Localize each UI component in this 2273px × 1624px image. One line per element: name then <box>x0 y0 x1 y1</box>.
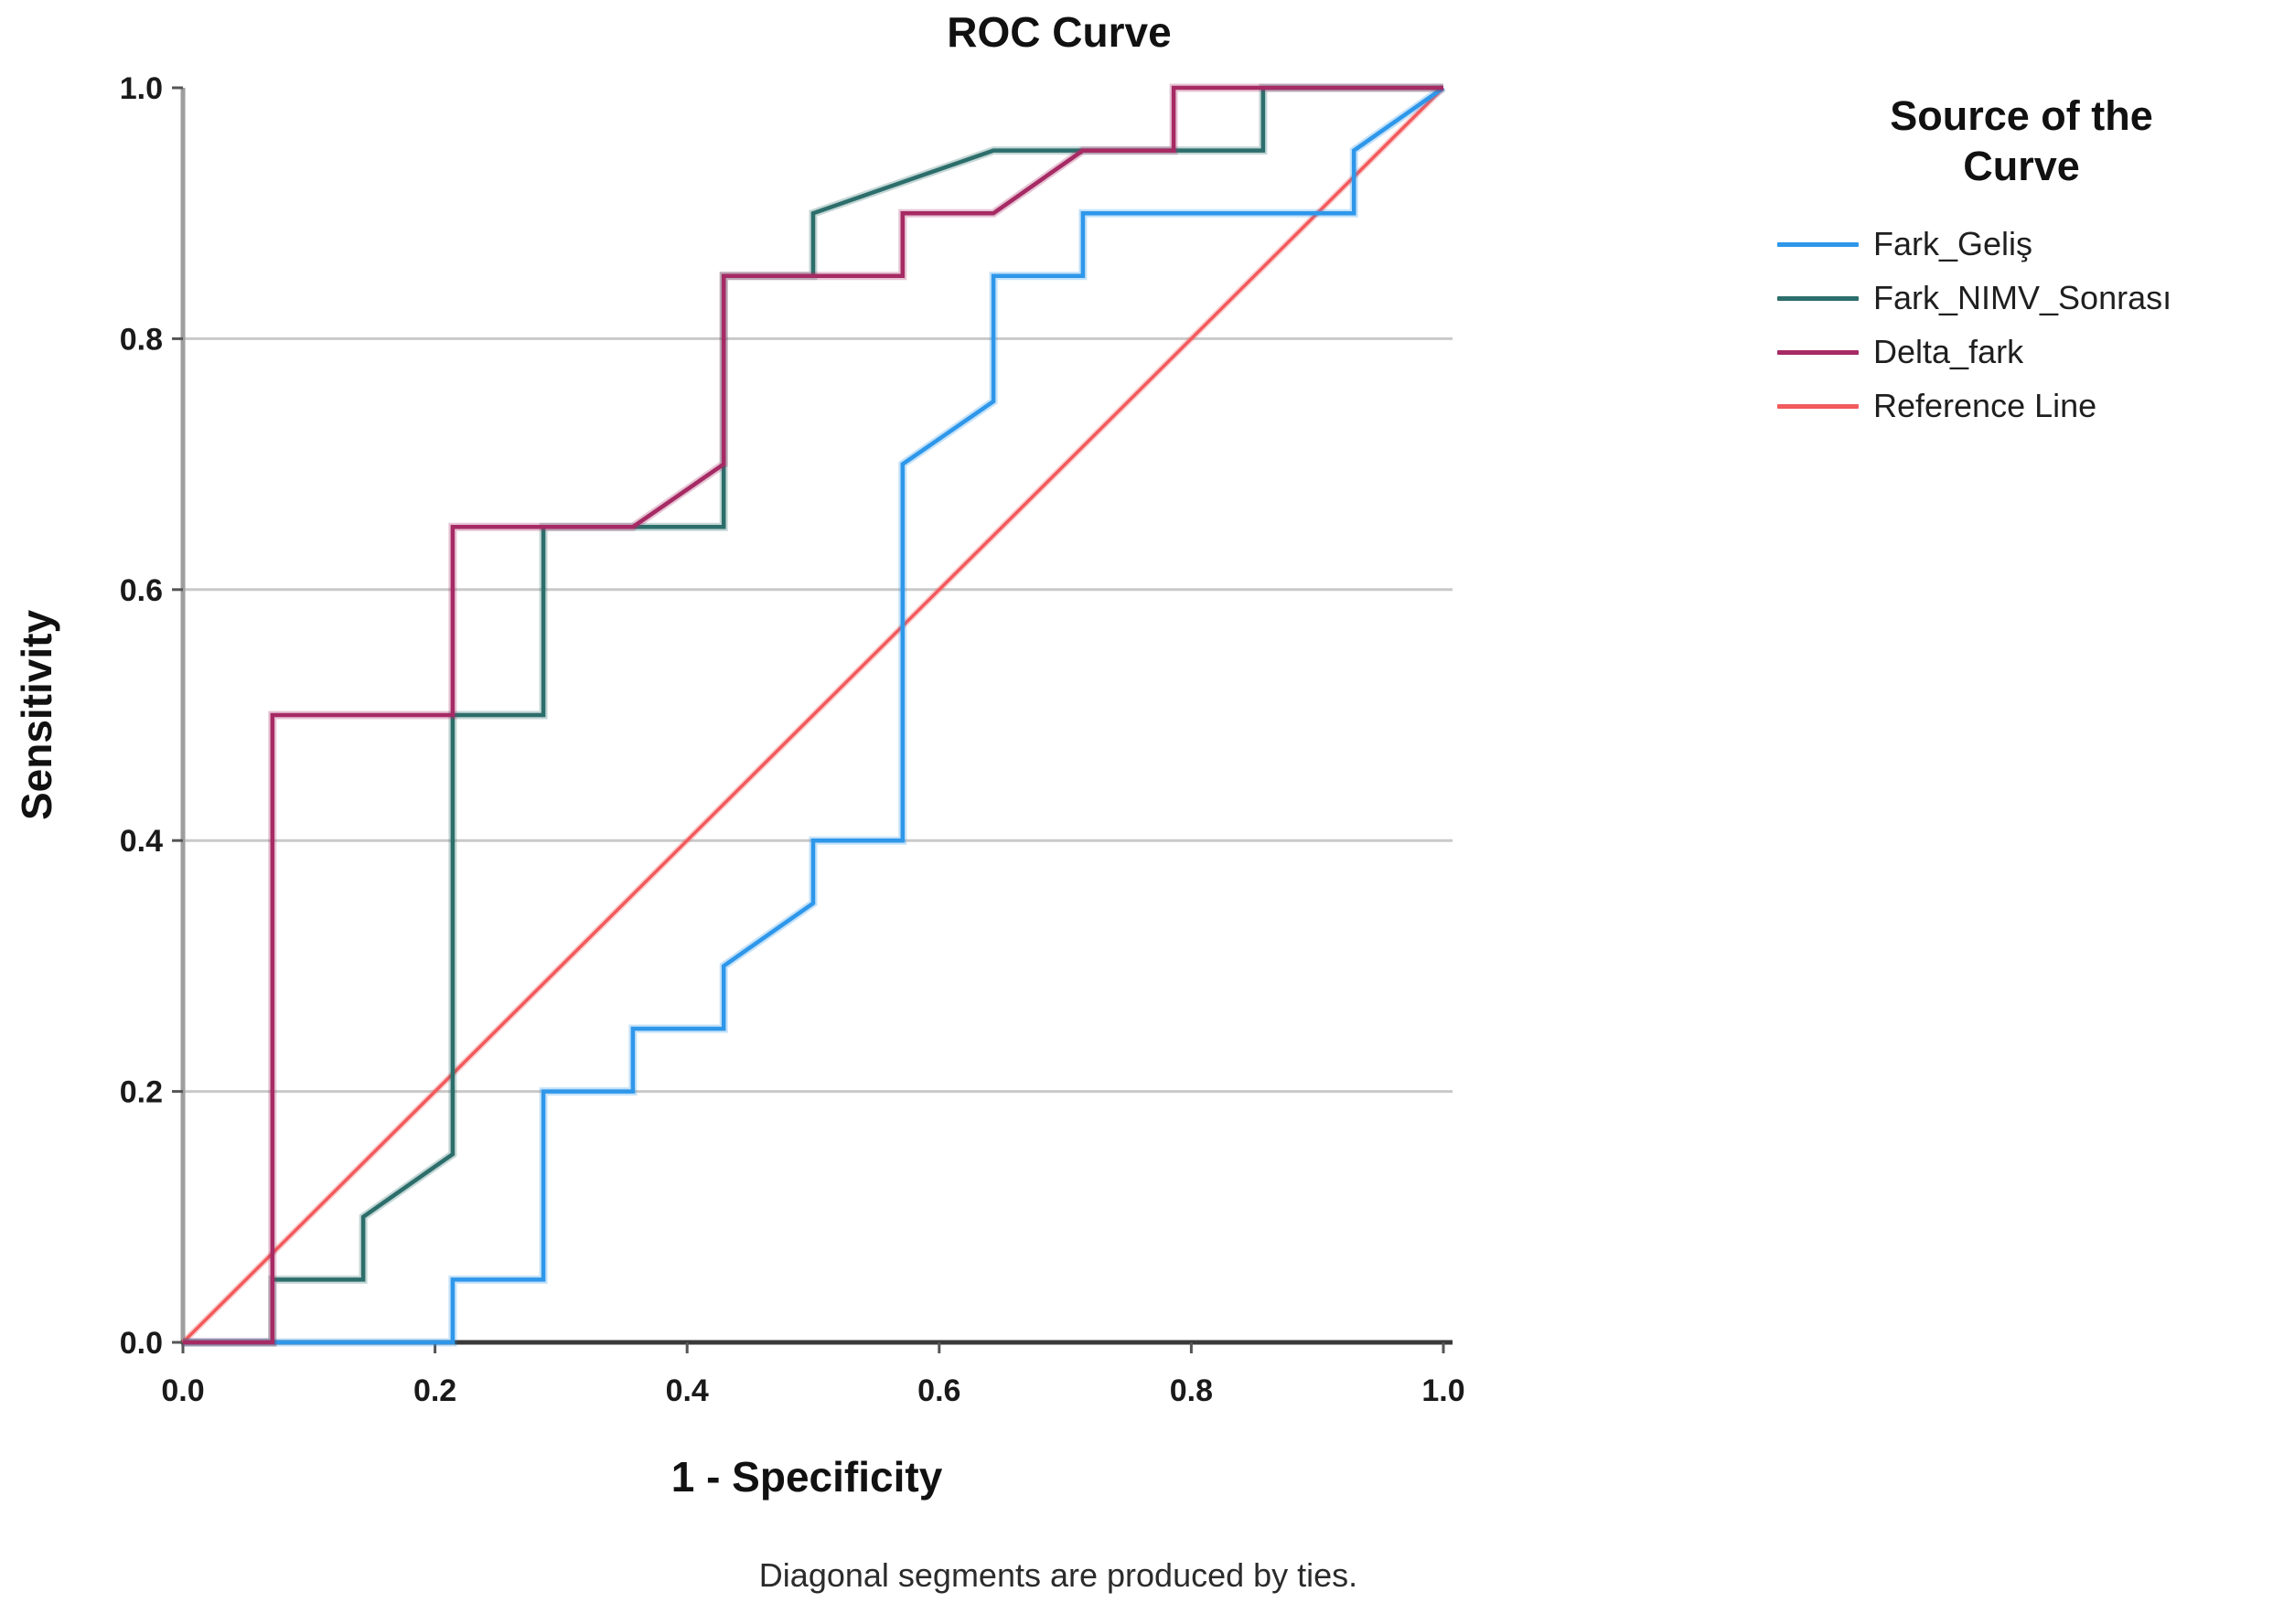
legend-label-delta-fark: Delta_fark <box>1873 333 2024 371</box>
y-tick-label-0.2: 0.2 <box>120 1075 163 1110</box>
legend-swatch-fark-geli <box>1777 241 1859 247</box>
chart-footnote: Diagonal segments are produced by ties. <box>758 1556 1358 1594</box>
roc-curve-fark-geli <box>183 86 1445 1345</box>
y-tick-label-1: 1.0 <box>120 71 163 106</box>
legend-label-fark-nimv-sonras: Fark_NIMV_Sonrası <box>1873 279 2172 317</box>
x-tick-label-0.8: 0.8 <box>1170 1373 1213 1408</box>
y-tick-label-0: 0.0 <box>120 1326 163 1361</box>
legend-entry-reference-line: Reference Line <box>1777 379 2273 433</box>
legend-swatch-reference-line <box>1777 403 1859 409</box>
legend-title-line1: Source of the <box>1890 92 2153 139</box>
legend-label-reference-line: Reference Line <box>1873 387 2097 425</box>
y-axis-title: Sensitivity <box>13 609 60 821</box>
x-tick-label-0: 0.0 <box>161 1373 204 1408</box>
legend-entry-fark-geli: Fark_Geliş <box>1777 218 2273 272</box>
legend-swatch-fark-nimv-sonras <box>1777 295 1859 301</box>
x-tick-label-1: 1.0 <box>1421 1373 1464 1408</box>
legend-label-fark-geli: Fark_Geliş <box>1873 225 2033 263</box>
legend-title-line2: Curve <box>1963 142 2080 189</box>
x-tick-label-0.4: 0.4 <box>666 1373 709 1408</box>
legend-entry-fark-nimv-sonras: Fark_NIMV_Sonrası <box>1777 272 2273 326</box>
legend: Source of the Curve Fark_Geliş Fark_NIMV_… <box>1747 91 2273 433</box>
roc-curve-delta-fark <box>183 85 1443 1345</box>
x-tick-label-0.6: 0.6 <box>917 1373 960 1408</box>
y-tick-label-0.4: 0.4 <box>120 824 163 859</box>
legend-title: Source of the Curve <box>1747 91 2273 192</box>
y-tick-label-0.8: 0.8 <box>120 322 163 357</box>
chart-title: ROC Curve <box>947 8 1172 56</box>
legend-entry-delta-fark: Delta_fark <box>1777 326 2273 379</box>
x-axis-title: 1 - Specificity <box>670 1453 943 1501</box>
legend-swatch-delta-fark <box>1777 349 1859 355</box>
roc-curve-reference-line <box>181 86 1445 1344</box>
y-tick-label-0.6: 0.6 <box>120 573 163 608</box>
legend-entries: Fark_Geliş Fark_NIMV_Sonrası Delta_fark Ref… <box>1777 218 2273 433</box>
x-tick-label-0.2: 0.2 <box>413 1373 456 1408</box>
